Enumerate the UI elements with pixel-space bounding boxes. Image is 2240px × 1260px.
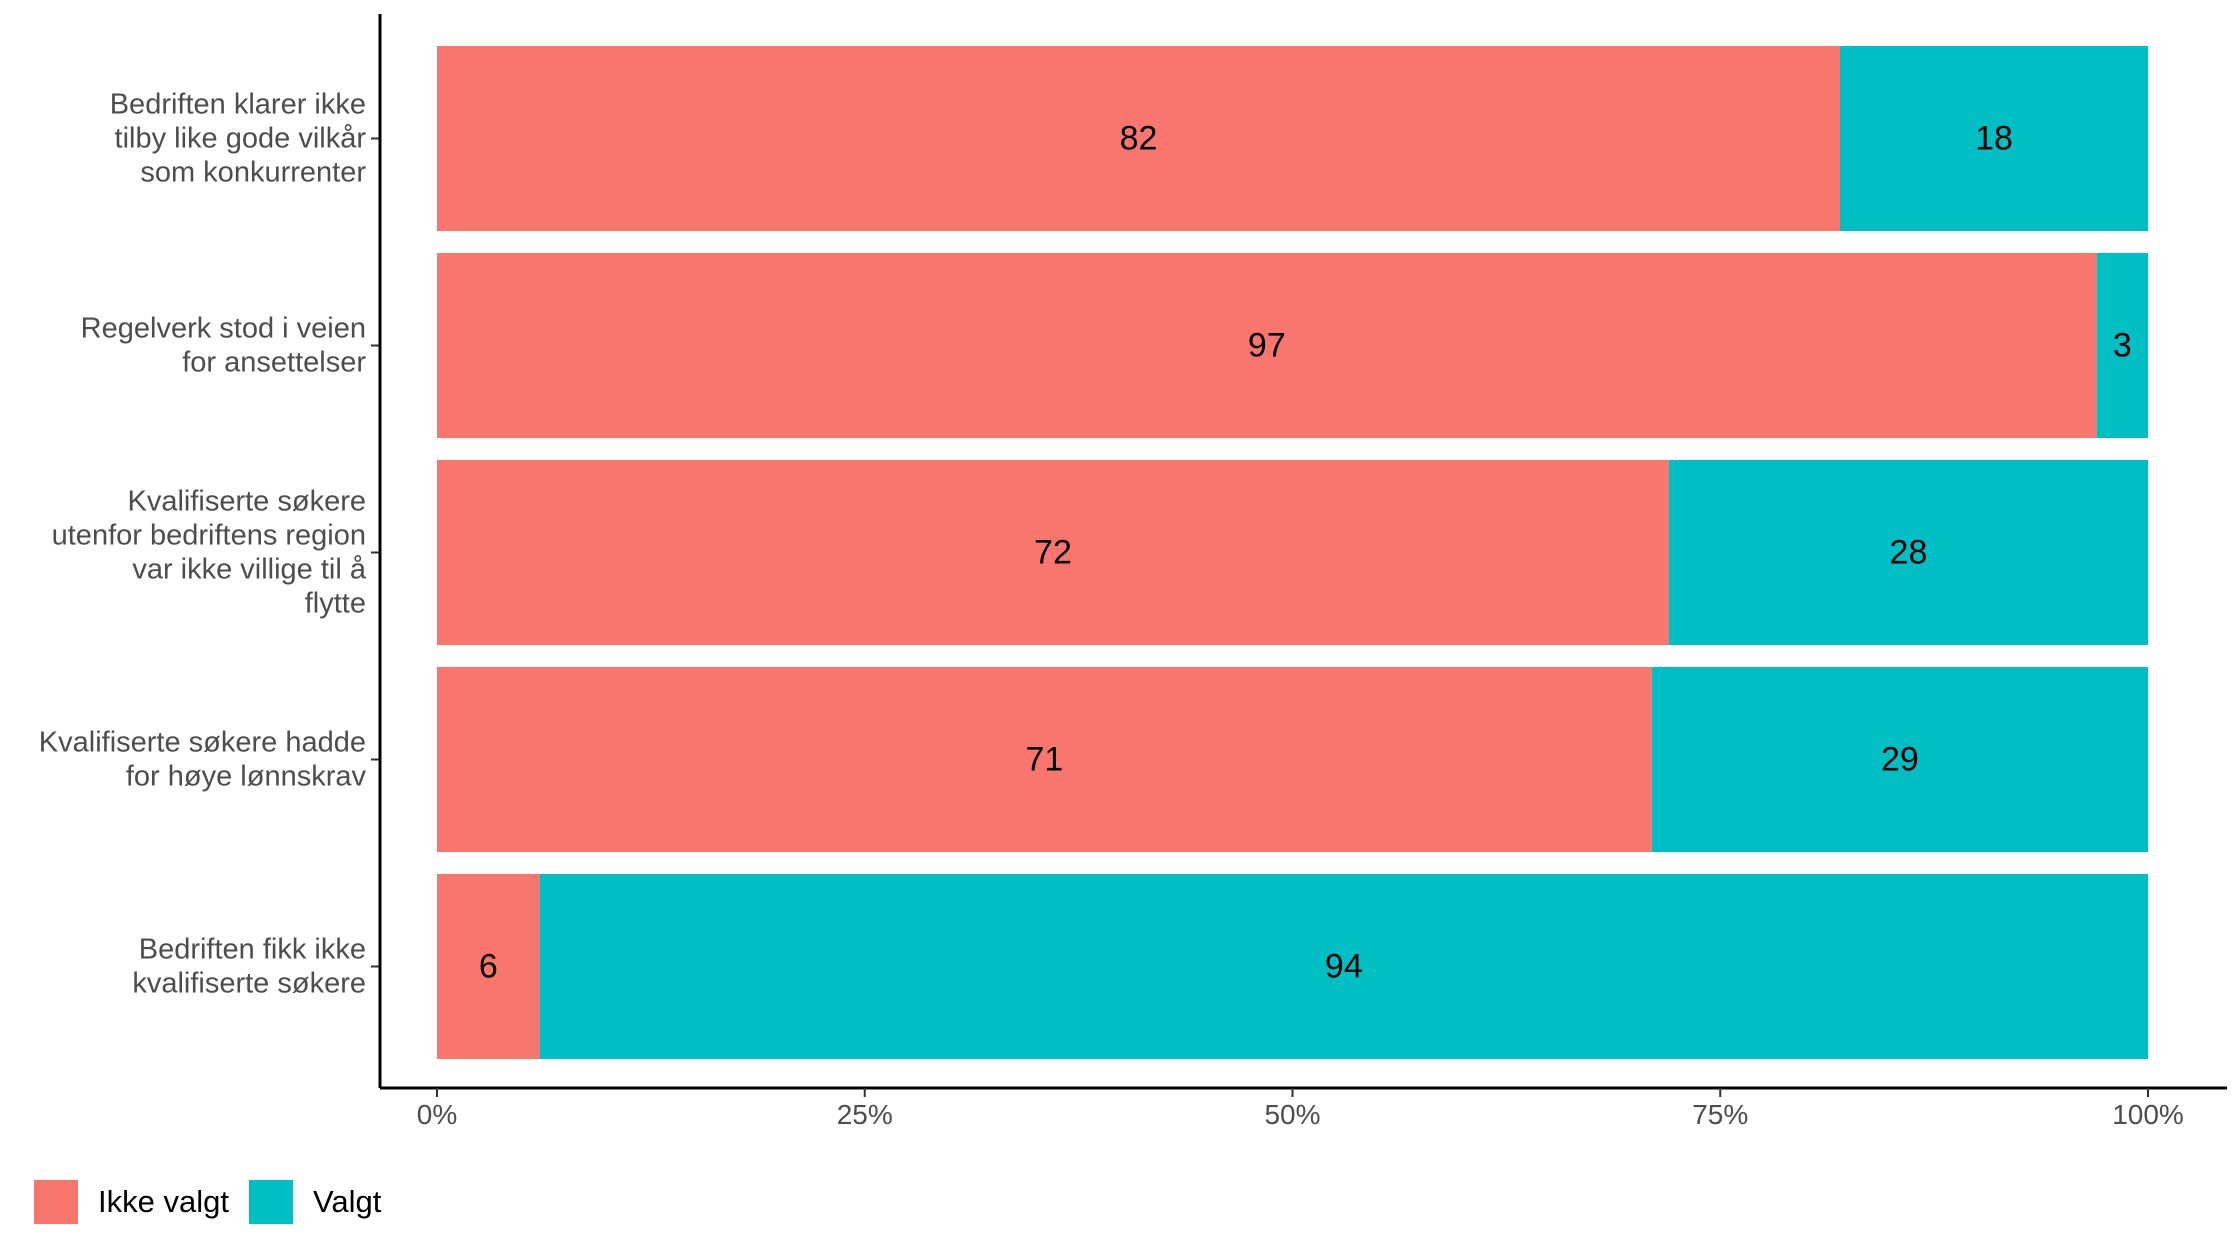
bar-value-label: 18: [1975, 120, 2013, 158]
bar-value-label: 97: [1248, 327, 1286, 365]
bar-segment: [539, 874, 2149, 1059]
bar-segment: [437, 46, 1841, 231]
bar-segment: [437, 874, 540, 1059]
legend: Ikke valgt Valgt: [34, 1180, 401, 1224]
legend-item-valgt: Valgt: [248, 1180, 382, 1224]
bar-segment: [437, 253, 2097, 438]
legend-item-ikke-valgt: Ikke valgt: [34, 1180, 229, 1224]
x-tick-label: 0%: [417, 1099, 457, 1130]
legend-label-ikke-valgt: Ikke valgt: [98, 1184, 229, 1219]
category-label: Kvalifiserte søkere utenfor bedriftens re…: [52, 486, 367, 620]
bar-value-label: 72: [1034, 534, 1072, 572]
category-labels-layer: Bedriften klarer ikke tilby like gode vil…: [39, 89, 367, 1000]
axes-layer: 0% 25% 50% 75% 100%: [371, 14, 2227, 1130]
bar-value-label: 3: [2113, 327, 2132, 365]
category-label: Kvalifiserte søkere hadde for høye lønnsk…: [39, 727, 367, 793]
bar-segment: [1668, 460, 2148, 645]
bar-value-label: 28: [1890, 534, 1928, 572]
bars-layer: [437, 46, 2149, 1059]
legend-label-valgt: Valgt: [312, 1184, 382, 1219]
bar-value-label: 29: [1881, 741, 1919, 779]
category-label: Bedriften klarer ikke tilby like gode vil…: [110, 89, 367, 189]
bar-value-label: 94: [1325, 948, 1363, 986]
x-tick-label: 50%: [1264, 1099, 1320, 1130]
x-tick-label: 100%: [2112, 1099, 2184, 1130]
legend-swatch-valgt: [248, 1180, 293, 1224]
bar-value-label: 6: [479, 948, 498, 986]
bar-segment: [437, 460, 1669, 645]
bar-segment: [2096, 253, 2148, 438]
x-tick-label: 75%: [1692, 1099, 1748, 1130]
value-labels-layer: 82 18 97 3 72 28 71 29 6 94: [479, 120, 2132, 986]
bar-segment: [1651, 667, 2148, 852]
legend-swatch-ikke-valgt: [34, 1180, 78, 1224]
bar-segment: [1840, 46, 2148, 231]
category-label: Regelverk stod i veien for ansettelser: [81, 313, 367, 379]
bar-value-label: 71: [1025, 741, 1063, 779]
bar-segment: [437, 667, 1652, 852]
x-tick-label: 25%: [837, 1099, 893, 1130]
bar-value-label: 82: [1120, 120, 1158, 158]
category-label: Bedriften fikk ikke kvalifiserte søkere: [132, 934, 366, 1000]
